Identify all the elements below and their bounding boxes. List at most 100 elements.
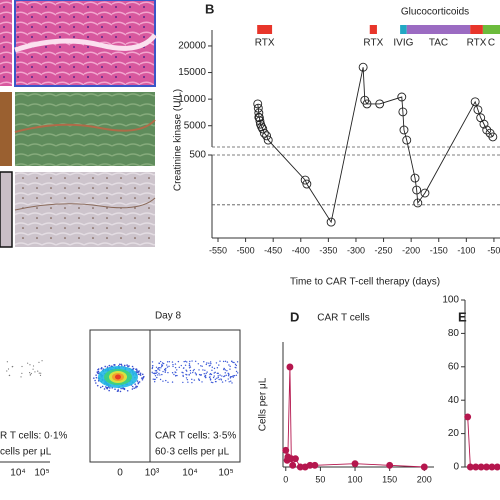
data-point	[351, 460, 359, 468]
y-tick-label: 10000	[178, 94, 206, 105]
data-point	[398, 107, 408, 117]
flow-event	[171, 361, 174, 363]
flow-event	[235, 364, 238, 367]
data-point	[420, 463, 428, 471]
flow-event	[235, 370, 238, 373]
x-tick-label: -200	[402, 245, 420, 255]
flow-event	[224, 369, 227, 371]
flow-event	[131, 365, 134, 368]
flow-event	[234, 363, 237, 366]
flow-event	[154, 370, 157, 372]
chart-title: CAR T cells	[317, 313, 369, 324]
flow-event	[95, 376, 98, 379]
flow-event	[166, 361, 169, 363]
histology-image	[0, 92, 12, 166]
flow-event	[127, 365, 129, 368]
data-point	[493, 463, 500, 471]
data-point	[420, 188, 430, 198]
flow-event	[38, 372, 40, 374]
flow-event	[100, 367, 103, 370]
flow-event	[193, 379, 196, 381]
flow-event	[152, 365, 154, 367]
plot-frame	[89, 329, 241, 463]
flow-event	[166, 366, 169, 368]
flow-event	[172, 363, 174, 366]
flow-event	[226, 361, 229, 363]
flow-event	[151, 361, 154, 363]
flow-tick-label: 10⁵	[34, 468, 49, 479]
flow-event	[200, 365, 202, 367]
flow-event	[224, 372, 226, 374]
flow-event	[176, 369, 178, 371]
flow-event	[216, 377, 218, 379]
histology	[0, 0, 157, 248]
flow-event	[101, 385, 104, 388]
y-tick-label: 20	[448, 428, 460, 439]
data-line	[467, 416, 498, 468]
flow-event	[208, 376, 211, 379]
data-point	[413, 198, 423, 208]
flow-event	[158, 362, 160, 364]
flow-event	[99, 386, 102, 389]
flow-event	[197, 363, 200, 365]
flow-event	[136, 385, 138, 388]
flow-event	[161, 365, 163, 367]
flow-tick-label: 10⁴	[10, 468, 25, 479]
flow-tick-label: 10⁵	[218, 468, 233, 479]
flow-event	[212, 376, 215, 379]
flow-event	[167, 381, 169, 384]
flow-event	[37, 370, 39, 372]
flow-event	[229, 368, 231, 370]
flow-event	[155, 370, 158, 372]
flow-event	[153, 373, 156, 375]
flow-event	[220, 379, 223, 381]
flow-event	[184, 364, 187, 367]
x-tick-label: -500	[237, 245, 255, 255]
data-point	[402, 135, 412, 145]
histology-feature	[14, 33, 157, 53]
flow-event	[189, 369, 192, 372]
flow-event	[216, 367, 219, 369]
flow-event	[235, 374, 238, 376]
flow-event	[157, 368, 159, 370]
flow-event	[188, 364, 191, 367]
flow-event	[219, 360, 221, 362]
flow-event	[139, 373, 141, 376]
flow-event	[126, 389, 129, 392]
flow-event	[165, 379, 167, 382]
flow-event	[214, 380, 217, 383]
flow-event	[157, 374, 159, 376]
flow-event	[195, 373, 197, 375]
flow-event	[154, 374, 157, 377]
flow-event	[183, 360, 185, 363]
flow-event	[138, 381, 141, 383]
data-point	[258, 124, 268, 134]
flow-event	[185, 369, 187, 371]
flow-event	[178, 366, 180, 369]
data-point	[473, 105, 483, 115]
flow-event	[122, 387, 124, 389]
flow-event	[189, 360, 191, 363]
flow-event	[182, 367, 185, 369]
flow-event	[182, 375, 184, 378]
x-tick-label: 150	[382, 474, 397, 484]
flow-event	[188, 374, 190, 376]
flow-event	[161, 364, 163, 366]
y-tick-label: 60	[448, 361, 460, 372]
flow-event	[159, 374, 161, 376]
flow-event	[139, 372, 142, 375]
flow-event	[198, 373, 201, 376]
flow-event	[209, 361, 212, 363]
flow-event	[95, 374, 97, 376]
flow-event	[140, 377, 143, 379]
flow-event	[236, 361, 239, 363]
flow-event	[113, 363, 116, 366]
treatment-bar	[369, 25, 377, 34]
flow-event	[12, 365, 14, 368]
data-point	[282, 446, 290, 454]
data-point	[300, 175, 310, 185]
flow-density	[115, 374, 121, 380]
flow-event	[214, 371, 216, 374]
flow-event	[208, 362, 210, 364]
flow-event	[186, 361, 188, 363]
